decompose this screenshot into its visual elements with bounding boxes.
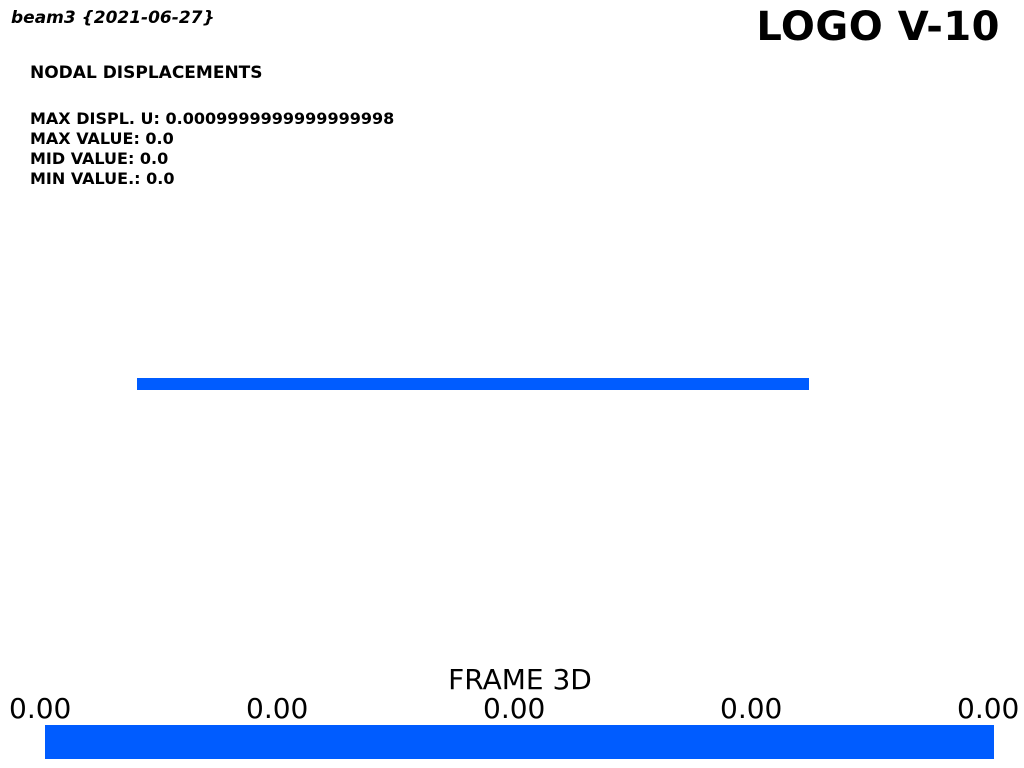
max-value-label: MAX VALUE: 0.0 [30, 129, 174, 148]
scalar-bar-tick-label: 0.00 [483, 692, 546, 725]
scalar-bar-title: FRAME 3D [448, 663, 592, 696]
logo: LOGO V-10 [756, 4, 1000, 50]
scalar-color-bar [45, 725, 994, 759]
beam-element[interactable] [137, 378, 809, 390]
result-title: NODAL DISPLACEMENTS [30, 63, 263, 83]
scalar-bar-tick-label: 0.00 [9, 692, 72, 725]
scalar-bar-tick-label: 0.00 [246, 692, 309, 725]
scalar-bar-tick-label: 0.00 [720, 692, 783, 725]
min-value-label: MIN VALUE.: 0.0 [30, 169, 175, 188]
mid-value-label: MID VALUE: 0.0 [30, 149, 169, 168]
scalar-bar-tick-label: 0.00 [957, 692, 1020, 725]
model-title: beam3 {2021-06-27} [11, 8, 215, 28]
max-displ-label: MAX DISPL. U: 0.0009999999999999998 [30, 109, 395, 128]
result-stats: MAX DISPL. U: 0.0009999999999999998 MAX … [30, 109, 394, 189]
